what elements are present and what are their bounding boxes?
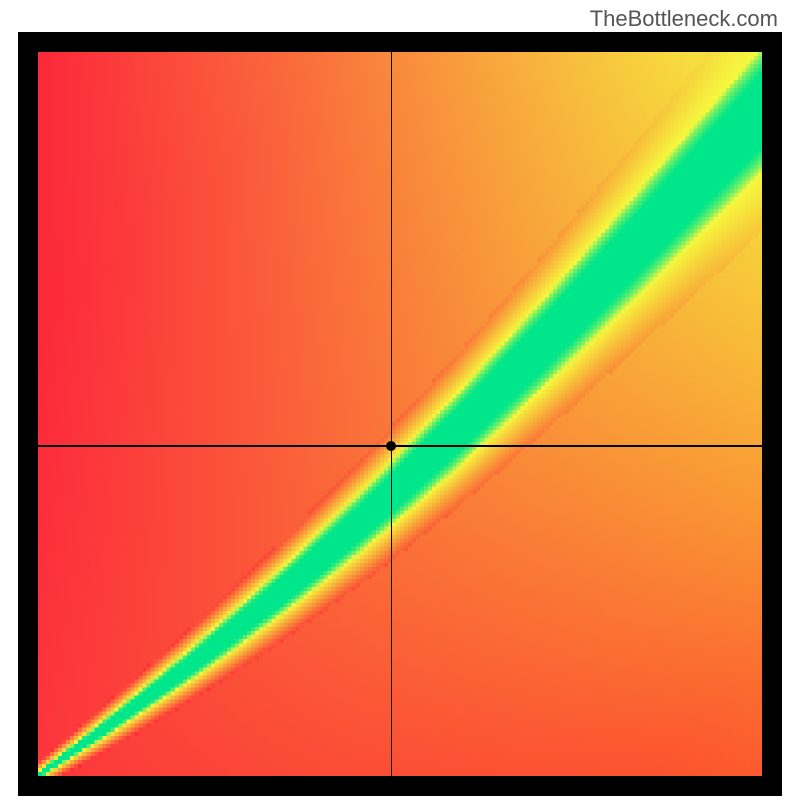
plot-area: [38, 52, 762, 776]
heatmap-canvas: [38, 52, 762, 776]
attribution-text: TheBottleneck.com: [590, 6, 778, 32]
crosshair-vertical: [391, 52, 393, 776]
crosshair-horizontal: [38, 445, 762, 447]
chart-container: TheBottleneck.com: [0, 0, 800, 800]
